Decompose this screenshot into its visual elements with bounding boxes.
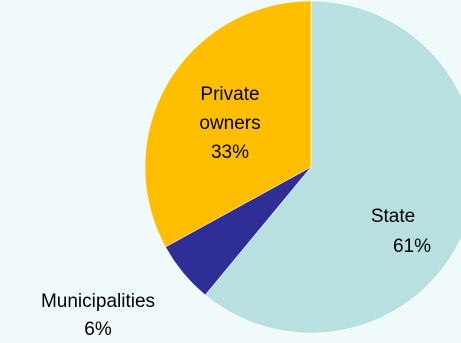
slice-value-state: 61% [393,236,431,257]
slice-label-state: State [371,206,415,227]
slice-label-private-owners-line2: owners [199,113,260,134]
slice-value-municipalities: 6% [84,319,112,340]
pie-slice-private-owners [144,0,312,248]
slice-label-private-owners-line1: Private [200,84,259,105]
pie-slices [144,0,461,334]
slice-value-private-owners: 33% [211,142,249,163]
pie-slice-state [204,0,461,334]
slice-label-municipalities: Municipalities [41,291,155,312]
